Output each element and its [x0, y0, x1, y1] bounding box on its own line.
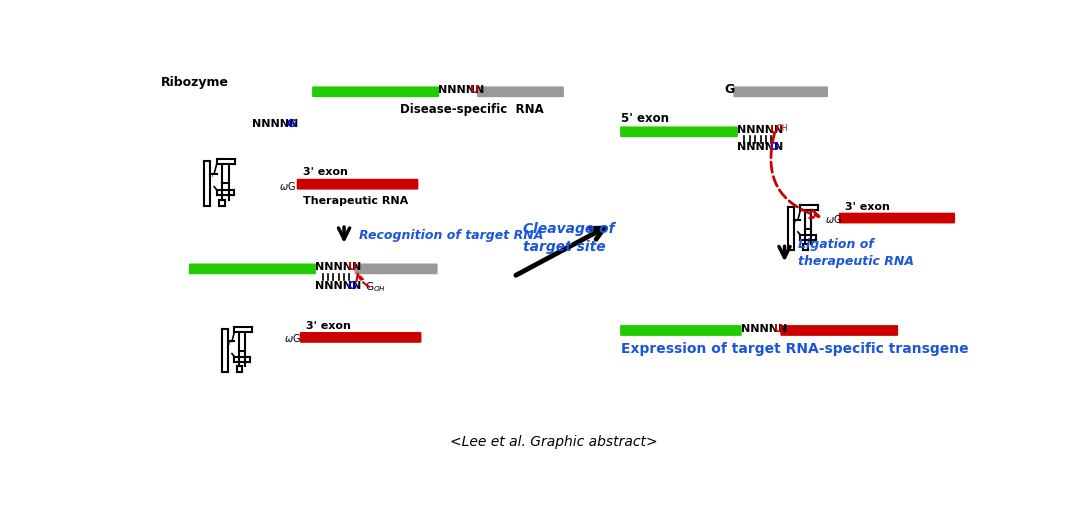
- Text: Therapeutic RNA: Therapeutic RNA: [303, 196, 408, 206]
- Text: U: U: [348, 263, 356, 272]
- FancyBboxPatch shape: [297, 179, 418, 190]
- FancyBboxPatch shape: [839, 213, 955, 224]
- Text: Ribozyme: Ribozyme: [161, 77, 229, 90]
- Text: G: G: [725, 83, 734, 96]
- Text: 3' exon: 3' exon: [306, 321, 350, 331]
- Text: U: U: [770, 125, 779, 135]
- Text: r: r: [211, 173, 214, 178]
- Text: NNNNN: NNNNN: [438, 85, 484, 95]
- Text: $\omega$G: $\omega$G: [824, 213, 841, 225]
- Text: OH: OH: [777, 124, 788, 133]
- Text: U: U: [773, 324, 783, 334]
- Text: Recognition of target RNA: Recognition of target RNA: [360, 229, 544, 242]
- Text: U: U: [471, 85, 480, 95]
- Text: 3' exon: 3' exon: [845, 202, 890, 212]
- Text: G: G: [286, 119, 296, 129]
- Text: NNNNN: NNNNN: [314, 263, 361, 272]
- Text: G$_{OH}$: G$_{OH}$: [365, 280, 386, 294]
- FancyBboxPatch shape: [312, 86, 440, 97]
- Text: G: G: [348, 281, 357, 291]
- Text: 5' exon: 5' exon: [621, 112, 670, 125]
- Text: NNNNN: NNNNN: [737, 125, 783, 135]
- Text: $\omega$G: $\omega$G: [279, 180, 296, 192]
- Text: NNNNN: NNNNN: [741, 324, 787, 334]
- FancyBboxPatch shape: [300, 332, 421, 343]
- Text: <Lee et al. Graphic abstract>: <Lee et al. Graphic abstract>: [449, 435, 658, 449]
- Text: r: r: [229, 341, 231, 345]
- FancyBboxPatch shape: [780, 325, 899, 336]
- Text: NNNNN: NNNNN: [737, 142, 783, 152]
- Text: G: G: [770, 142, 779, 152]
- Text: $\omega$G: $\omega$G: [284, 332, 301, 344]
- Text: 3' exon: 3' exon: [303, 167, 348, 177]
- FancyBboxPatch shape: [354, 264, 437, 274]
- FancyBboxPatch shape: [620, 127, 738, 137]
- Text: Disease-specific  RNA: Disease-specific RNA: [400, 103, 543, 116]
- Text: Expression of target RNA-specific transgene: Expression of target RNA-specific transg…: [621, 342, 969, 356]
- FancyBboxPatch shape: [189, 264, 316, 274]
- Text: NNNNN: NNNNN: [252, 119, 298, 129]
- Text: Ligation of
therapeutic RNA: Ligation of therapeutic RNA: [798, 239, 915, 268]
- Text: r: r: [795, 219, 797, 224]
- FancyBboxPatch shape: [620, 325, 742, 336]
- Text: Cleavage of
target site: Cleavage of target site: [523, 222, 615, 254]
- FancyBboxPatch shape: [477, 86, 564, 97]
- Text: NNNNN: NNNNN: [314, 281, 361, 291]
- FancyBboxPatch shape: [733, 86, 828, 97]
